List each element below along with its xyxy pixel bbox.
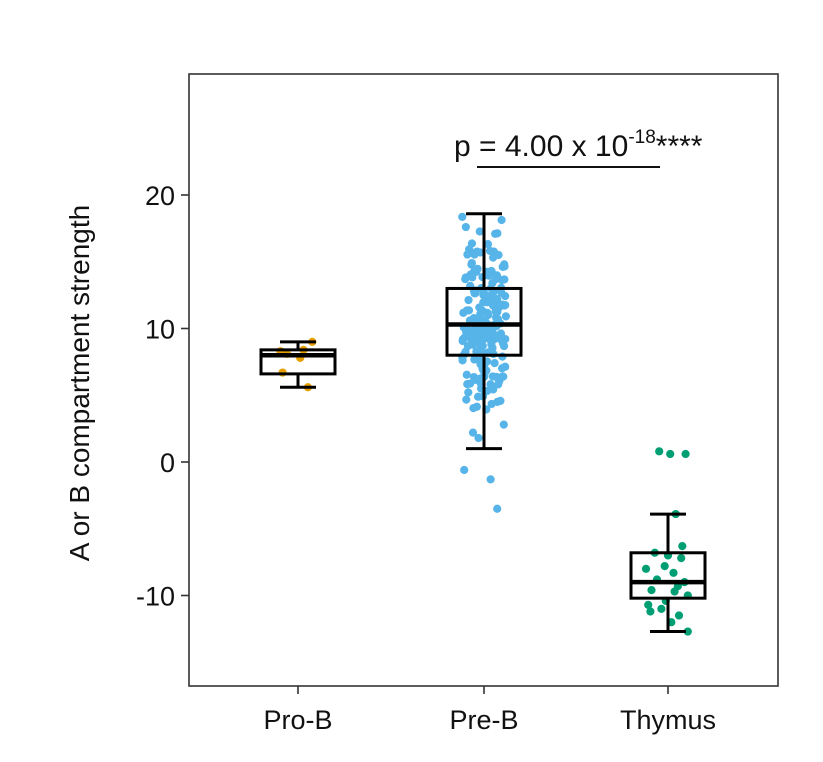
data-point	[670, 587, 679, 596]
p-value-label: p = 4.00 x 10-18****	[454, 127, 703, 163]
data-point	[472, 402, 481, 411]
data-point	[466, 326, 476, 335]
data-point	[460, 465, 469, 475]
data-point	[674, 611, 684, 620]
data-point	[474, 433, 483, 443]
data-point	[475, 303, 484, 312]
data-point	[466, 270, 475, 279]
box-pro-b	[259, 340, 337, 389]
data-point	[458, 212, 467, 221]
data-point	[486, 475, 495, 484]
data-point	[655, 447, 664, 456]
data-point	[500, 262, 509, 271]
x-tick-label: Pre-B	[449, 705, 518, 735]
data-point	[485, 246, 495, 255]
data-point	[495, 331, 504, 340]
data-point	[490, 302, 499, 311]
data-point	[468, 428, 478, 437]
data-point	[460, 333, 469, 342]
data-point	[464, 295, 473, 305]
data-point	[470, 314, 479, 323]
y-tick-label: 0	[160, 448, 175, 478]
box-pre-b	[445, 212, 523, 451]
data-point	[669, 568, 678, 577]
data-point	[467, 239, 477, 248]
data-point	[660, 562, 669, 571]
x-tick-label: Pro-B	[263, 705, 332, 735]
data-point	[657, 604, 666, 613]
y-tick-label: 10	[145, 315, 175, 345]
box-iqr	[259, 348, 337, 376]
data-point	[483, 240, 493, 249]
box-iqr	[445, 286, 523, 357]
data-points	[276, 212, 692, 636]
data-point	[473, 333, 482, 343]
data-point	[647, 586, 656, 595]
data-point	[482, 298, 492, 307]
data-point	[473, 392, 483, 401]
data-point	[497, 215, 506, 225]
p-value-exponent: -18	[628, 127, 655, 148]
data-point	[464, 388, 473, 397]
p-value-stars: ****	[656, 130, 703, 163]
x-tick-label: Thymus	[620, 705, 716, 735]
significance-annotation: p = 4.00 x 10-18****	[454, 127, 703, 168]
data-point	[475, 227, 484, 236]
data-point	[484, 310, 493, 320]
data-point	[462, 395, 471, 404]
data-point	[461, 222, 470, 232]
data-point	[472, 247, 481, 257]
box-thymus	[629, 512, 707, 634]
box-iqr	[629, 551, 707, 600]
data-point	[501, 312, 510, 321]
data-point	[461, 274, 470, 284]
data-point	[491, 229, 500, 238]
data-point	[677, 554, 686, 563]
data-point	[494, 380, 503, 389]
data-point	[681, 449, 690, 459]
y-axis: -10 0 10 20	[136, 181, 189, 612]
data-point	[641, 564, 651, 573]
data-point	[683, 627, 692, 636]
data-point	[644, 600, 653, 609]
data-point	[499, 341, 509, 351]
data-point	[490, 359, 499, 368]
x-axis: Pro-B Pre-B Thymus	[263, 686, 716, 735]
data-point	[500, 275, 509, 284]
data-point	[499, 420, 508, 429]
box-elements	[259, 212, 707, 634]
data-point	[678, 542, 687, 551]
data-point	[487, 267, 496, 276]
data-point	[478, 341, 487, 350]
data-point	[486, 380, 495, 389]
data-point	[497, 364, 507, 373]
data-point	[493, 397, 502, 406]
data-point	[462, 370, 471, 379]
y-axis-title: A or B compartment strength	[64, 205, 95, 561]
data-point	[492, 372, 501, 382]
data-point	[493, 504, 502, 513]
p-value-text: p = 4.00 x 10	[454, 130, 628, 163]
y-tick-label: 20	[145, 181, 175, 211]
data-point	[501, 292, 510, 301]
data-point	[473, 264, 482, 273]
data-point	[500, 301, 509, 310]
data-point	[459, 308, 468, 317]
data-point	[646, 607, 655, 616]
y-tick-label: -10	[136, 582, 175, 612]
data-point	[469, 372, 479, 382]
data-point	[666, 449, 675, 459]
